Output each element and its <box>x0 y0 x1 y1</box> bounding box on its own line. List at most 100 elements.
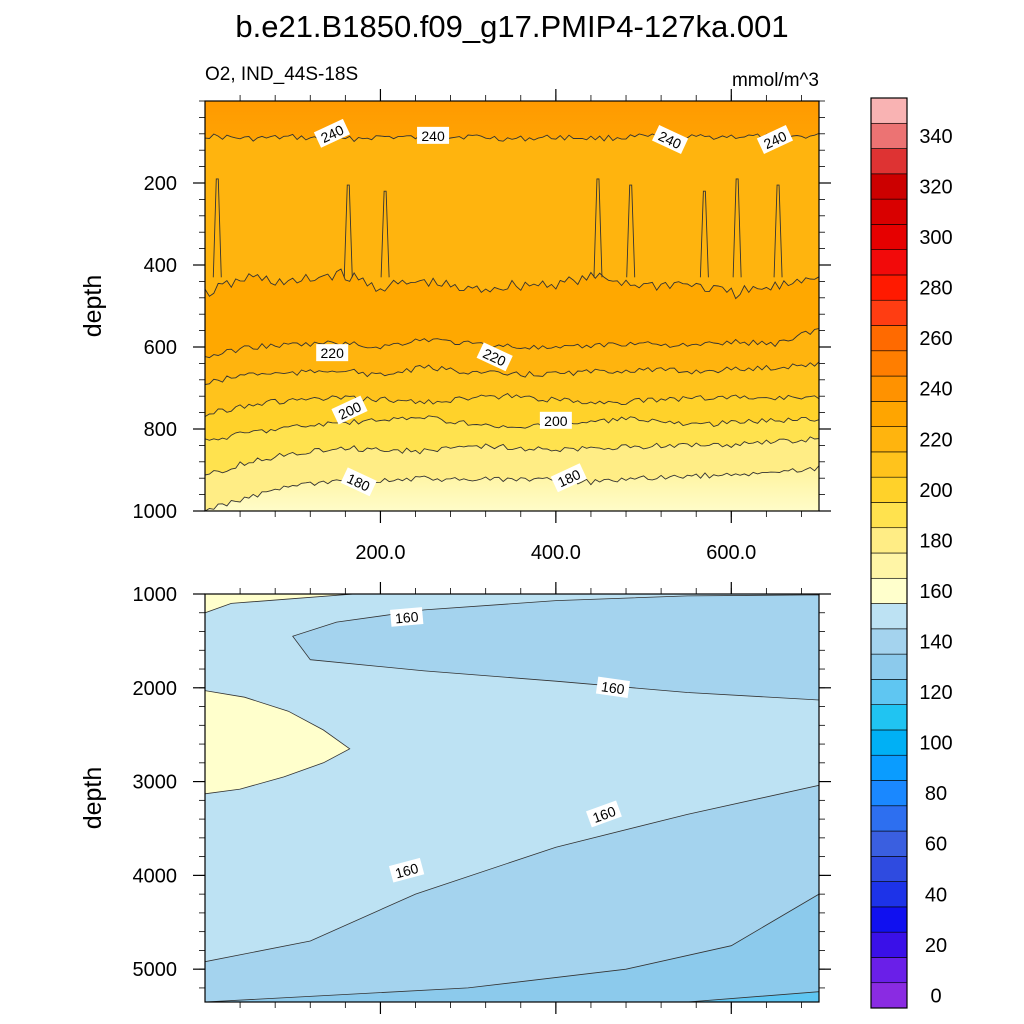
colorbar-label: 120 <box>919 682 952 704</box>
colorbar-swatch <box>870 603 908 630</box>
colorbar-swatch <box>870 754 908 781</box>
y-tick-label: 800 <box>144 419 177 441</box>
top-contour-210 <box>205 393 819 417</box>
colorbar-swatch <box>870 350 908 377</box>
bottom-panel: 160 160 160 160 1000 2000 3000 4000 5000 depth <box>79 582 831 1014</box>
x-tick-label: 600.0 <box>706 542 756 564</box>
colorbar-label: 140 <box>919 631 952 653</box>
colorbar-label: 320 <box>919 176 952 198</box>
top-contour-220 <box>205 361 819 385</box>
y-tick-label: 4000 <box>133 865 178 887</box>
x-tick-labels: 200.0 400.0 600.0 <box>355 542 756 564</box>
bottom-ticks: 1000 2000 3000 4000 5000 <box>133 582 831 1014</box>
colorbar-swatch <box>870 881 908 908</box>
colorbar-label: 200 <box>919 480 952 502</box>
bottom-contour-label-text: 160 <box>394 608 419 626</box>
top-contour-label: 200 <box>539 411 572 429</box>
y-tick-label: 1000 <box>133 584 178 606</box>
top-contour-label-bg <box>476 342 513 372</box>
colorbar-label: 340 <box>919 126 952 148</box>
colorbar-label: 260 <box>919 328 952 350</box>
top-spike <box>626 184 636 278</box>
colorbar-frame <box>870 97 908 1009</box>
top-contour-240 <box>205 268 819 300</box>
units-label: mmol/m^3 <box>732 70 819 91</box>
top-band-220 <box>205 361 819 417</box>
top-ticks: 200 400 600 800 1000 <box>133 89 831 523</box>
colorbar-label: 300 <box>919 227 952 249</box>
y-tick-label: 5000 <box>133 959 178 981</box>
top-spike <box>212 178 222 278</box>
variable-label: O2, IND_44S-18S <box>205 64 358 85</box>
top-contour-label-bg <box>550 463 587 493</box>
y-tick-label: 400 <box>144 255 177 277</box>
top-band-250 <box>205 133 819 299</box>
top-contour-200 <box>205 415 819 441</box>
colorbar-swatch <box>870 299 908 326</box>
x-tick-label: 200.0 <box>355 542 405 564</box>
bottom-contour-label-bg <box>595 676 630 698</box>
bottom-contour-label-text: 160 <box>393 860 420 882</box>
colorbar-swatch <box>870 653 908 680</box>
colorbar-swatch <box>870 325 908 352</box>
top-contour-label-bg <box>313 118 351 148</box>
top-contour-180 <box>205 465 819 511</box>
colorbar-swatch <box>870 830 908 857</box>
y-tick-label: 1000 <box>133 501 178 523</box>
top-panel-frame <box>204 100 820 512</box>
colorbar-swatch <box>870 856 908 882</box>
colorbar-label: 20 <box>925 935 947 957</box>
colorbar-swatch <box>870 122 908 149</box>
y-tick-label: 2000 <box>133 678 178 700</box>
bottom-region-tongue-above-170 <box>205 690 351 795</box>
bottom-region-band-150-160-deep <box>205 784 819 1002</box>
top-contour-label-text: 200 <box>544 413 568 429</box>
bottom-contour-label: 160 <box>595 676 630 698</box>
colorbar-label: 80 <box>925 783 947 805</box>
top-contour-label-bg <box>652 125 689 154</box>
colorbar-swatch <box>870 957 908 984</box>
top-contour-190 <box>205 436 819 476</box>
colorbar-label: 60 <box>925 834 947 856</box>
colorbar-swatch <box>870 502 908 529</box>
top-spike <box>343 184 353 278</box>
top-contour-label: 220 <box>316 344 349 362</box>
top-contour-250 <box>205 132 819 143</box>
bottom-panel-frame <box>204 593 820 1003</box>
y-tick-label: 600 <box>144 337 177 359</box>
top-contour-label-bg <box>331 395 368 425</box>
colorbar-swatch <box>870 426 908 453</box>
colorbar-swatch <box>870 451 908 478</box>
top-band-240 <box>205 269 819 358</box>
bottom-regions <box>205 594 819 1002</box>
chart-title: b.e21.B1850.f09_g17.PMIP4-127ka.001 <box>235 9 788 44</box>
colorbar-swatch <box>870 476 908 503</box>
colorbar-swatch <box>870 401 908 427</box>
bottom-contour-label: 160 <box>388 857 425 883</box>
colorbar-swatch <box>870 679 908 705</box>
colorbar-swatch <box>870 148 908 175</box>
colorbar-swatch <box>870 704 908 731</box>
x-tick-label: 400.0 <box>531 542 581 564</box>
colorbar: 0 20 40 60 80 100 120 140 160 180 200 220 240 260 280 3… <box>870 97 953 1009</box>
y-tick-label: 200 <box>144 173 177 195</box>
bottom-contour-label: 160 <box>585 800 622 828</box>
bottom-contour-label-bg <box>390 607 424 627</box>
colorbar-label: 240 <box>919 379 952 401</box>
colorbar-swatch <box>870 97 908 124</box>
colorbar-swatch <box>870 552 908 579</box>
top-contour-label-bg <box>539 411 572 429</box>
colorbar-label: 220 <box>919 429 952 451</box>
top-spike <box>699 190 709 278</box>
top-band-190 <box>205 436 819 511</box>
colorbar-swatch <box>870 906 908 933</box>
bottom-contour-label-bg <box>388 857 425 883</box>
top-spike <box>732 178 742 278</box>
top-band-200 <box>205 415 819 475</box>
colorbar-label: 160 <box>919 581 952 603</box>
top-contour-label-text: 240 <box>421 128 445 144</box>
colorbar-swatch <box>870 224 908 250</box>
colorbar-label: 0 <box>930 985 941 1007</box>
colorbar-swatch <box>870 577 908 604</box>
colorbar-label: 180 <box>919 530 952 552</box>
